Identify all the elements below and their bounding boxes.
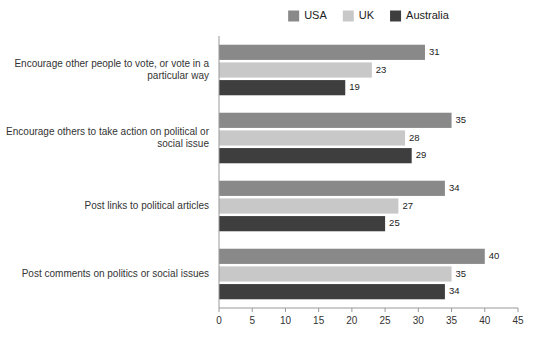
bar xyxy=(219,130,405,145)
legend-swatch xyxy=(390,11,401,22)
data-label: 25 xyxy=(389,217,400,228)
category-label-line: Encourage other people to vote, or vote … xyxy=(14,58,209,69)
bar xyxy=(219,113,452,128)
category-label: Encourage other people to vote, or vote … xyxy=(14,58,209,81)
legend-item: UK xyxy=(343,9,375,22)
x-tick xyxy=(451,308,452,312)
data-label: 28 xyxy=(409,132,420,143)
chart: Post comments on politics or social issu… xyxy=(0,0,544,338)
x-tick xyxy=(484,308,485,312)
data-labels: 40 34 35 31 35 27 28 23 34 25 29 19 xyxy=(349,46,499,296)
x-tick xyxy=(418,308,419,312)
legend-item: Australia xyxy=(390,9,450,22)
x-tick-label: 10 xyxy=(280,315,292,326)
data-label: 35 xyxy=(456,268,467,279)
bar xyxy=(219,62,372,77)
category-label-line: Encourage others to take action on polit… xyxy=(6,126,210,137)
x-tick-label: 45 xyxy=(512,315,524,326)
bar xyxy=(219,148,412,163)
bar xyxy=(219,181,445,196)
category-label: Post links to political articles xyxy=(85,200,210,211)
x-tick xyxy=(518,308,519,312)
data-label: 19 xyxy=(349,81,360,92)
data-label: 29 xyxy=(416,149,427,160)
data-label: 40 xyxy=(489,250,500,261)
legend-label: UK xyxy=(359,9,375,21)
y-axis-labels: Post comments on politics or social issu… xyxy=(6,58,210,279)
x-tick xyxy=(219,308,220,312)
data-label: 31 xyxy=(429,46,440,57)
bar xyxy=(219,45,425,60)
bars xyxy=(219,45,485,300)
x-tick-label: 5 xyxy=(249,315,255,326)
x-tick-label: 40 xyxy=(479,315,491,326)
x-tick-label: 20 xyxy=(346,315,358,326)
data-label: 34 xyxy=(449,182,460,193)
bar xyxy=(219,216,385,231)
bar xyxy=(219,249,485,264)
x-tick xyxy=(318,308,319,312)
x-tick xyxy=(252,308,253,312)
x-tick-label: 35 xyxy=(446,315,458,326)
category-label-line: Post links to political articles xyxy=(85,200,210,211)
category-label: Encourage others to take action on polit… xyxy=(6,126,210,149)
category-label-line: social issue xyxy=(157,138,209,149)
data-label: 34 xyxy=(449,285,460,296)
x-tick-label: 25 xyxy=(380,315,392,326)
legend-label: Australia xyxy=(406,9,450,21)
x-axis: 0 5 10 15 20 25 30 35 40 45 xyxy=(216,308,524,326)
legend: USA UK Australia xyxy=(288,9,450,22)
x-tick xyxy=(285,308,286,312)
data-label: 35 xyxy=(456,114,467,125)
x-axis-line xyxy=(219,308,518,309)
x-tick-label: 15 xyxy=(313,315,325,326)
bar xyxy=(219,266,452,281)
bar xyxy=(219,198,398,213)
x-tick xyxy=(351,308,352,312)
category-label-line: particular way xyxy=(147,70,209,81)
bar xyxy=(219,80,345,95)
x-tick xyxy=(385,308,386,312)
bar xyxy=(219,284,445,299)
legend-label: USA xyxy=(304,9,327,21)
category-label-line: Post comments on politics or social issu… xyxy=(22,268,209,279)
legend-swatch xyxy=(343,11,354,22)
data-label: 23 xyxy=(376,64,387,75)
x-tick-label: 30 xyxy=(413,315,425,326)
y-axis-line xyxy=(219,36,220,308)
data-label: 27 xyxy=(402,200,413,211)
legend-swatch xyxy=(288,11,299,22)
legend-item: USA xyxy=(288,9,327,22)
x-tick-label: 0 xyxy=(216,315,222,326)
category-label: Post comments on politics or social issu… xyxy=(22,268,209,279)
